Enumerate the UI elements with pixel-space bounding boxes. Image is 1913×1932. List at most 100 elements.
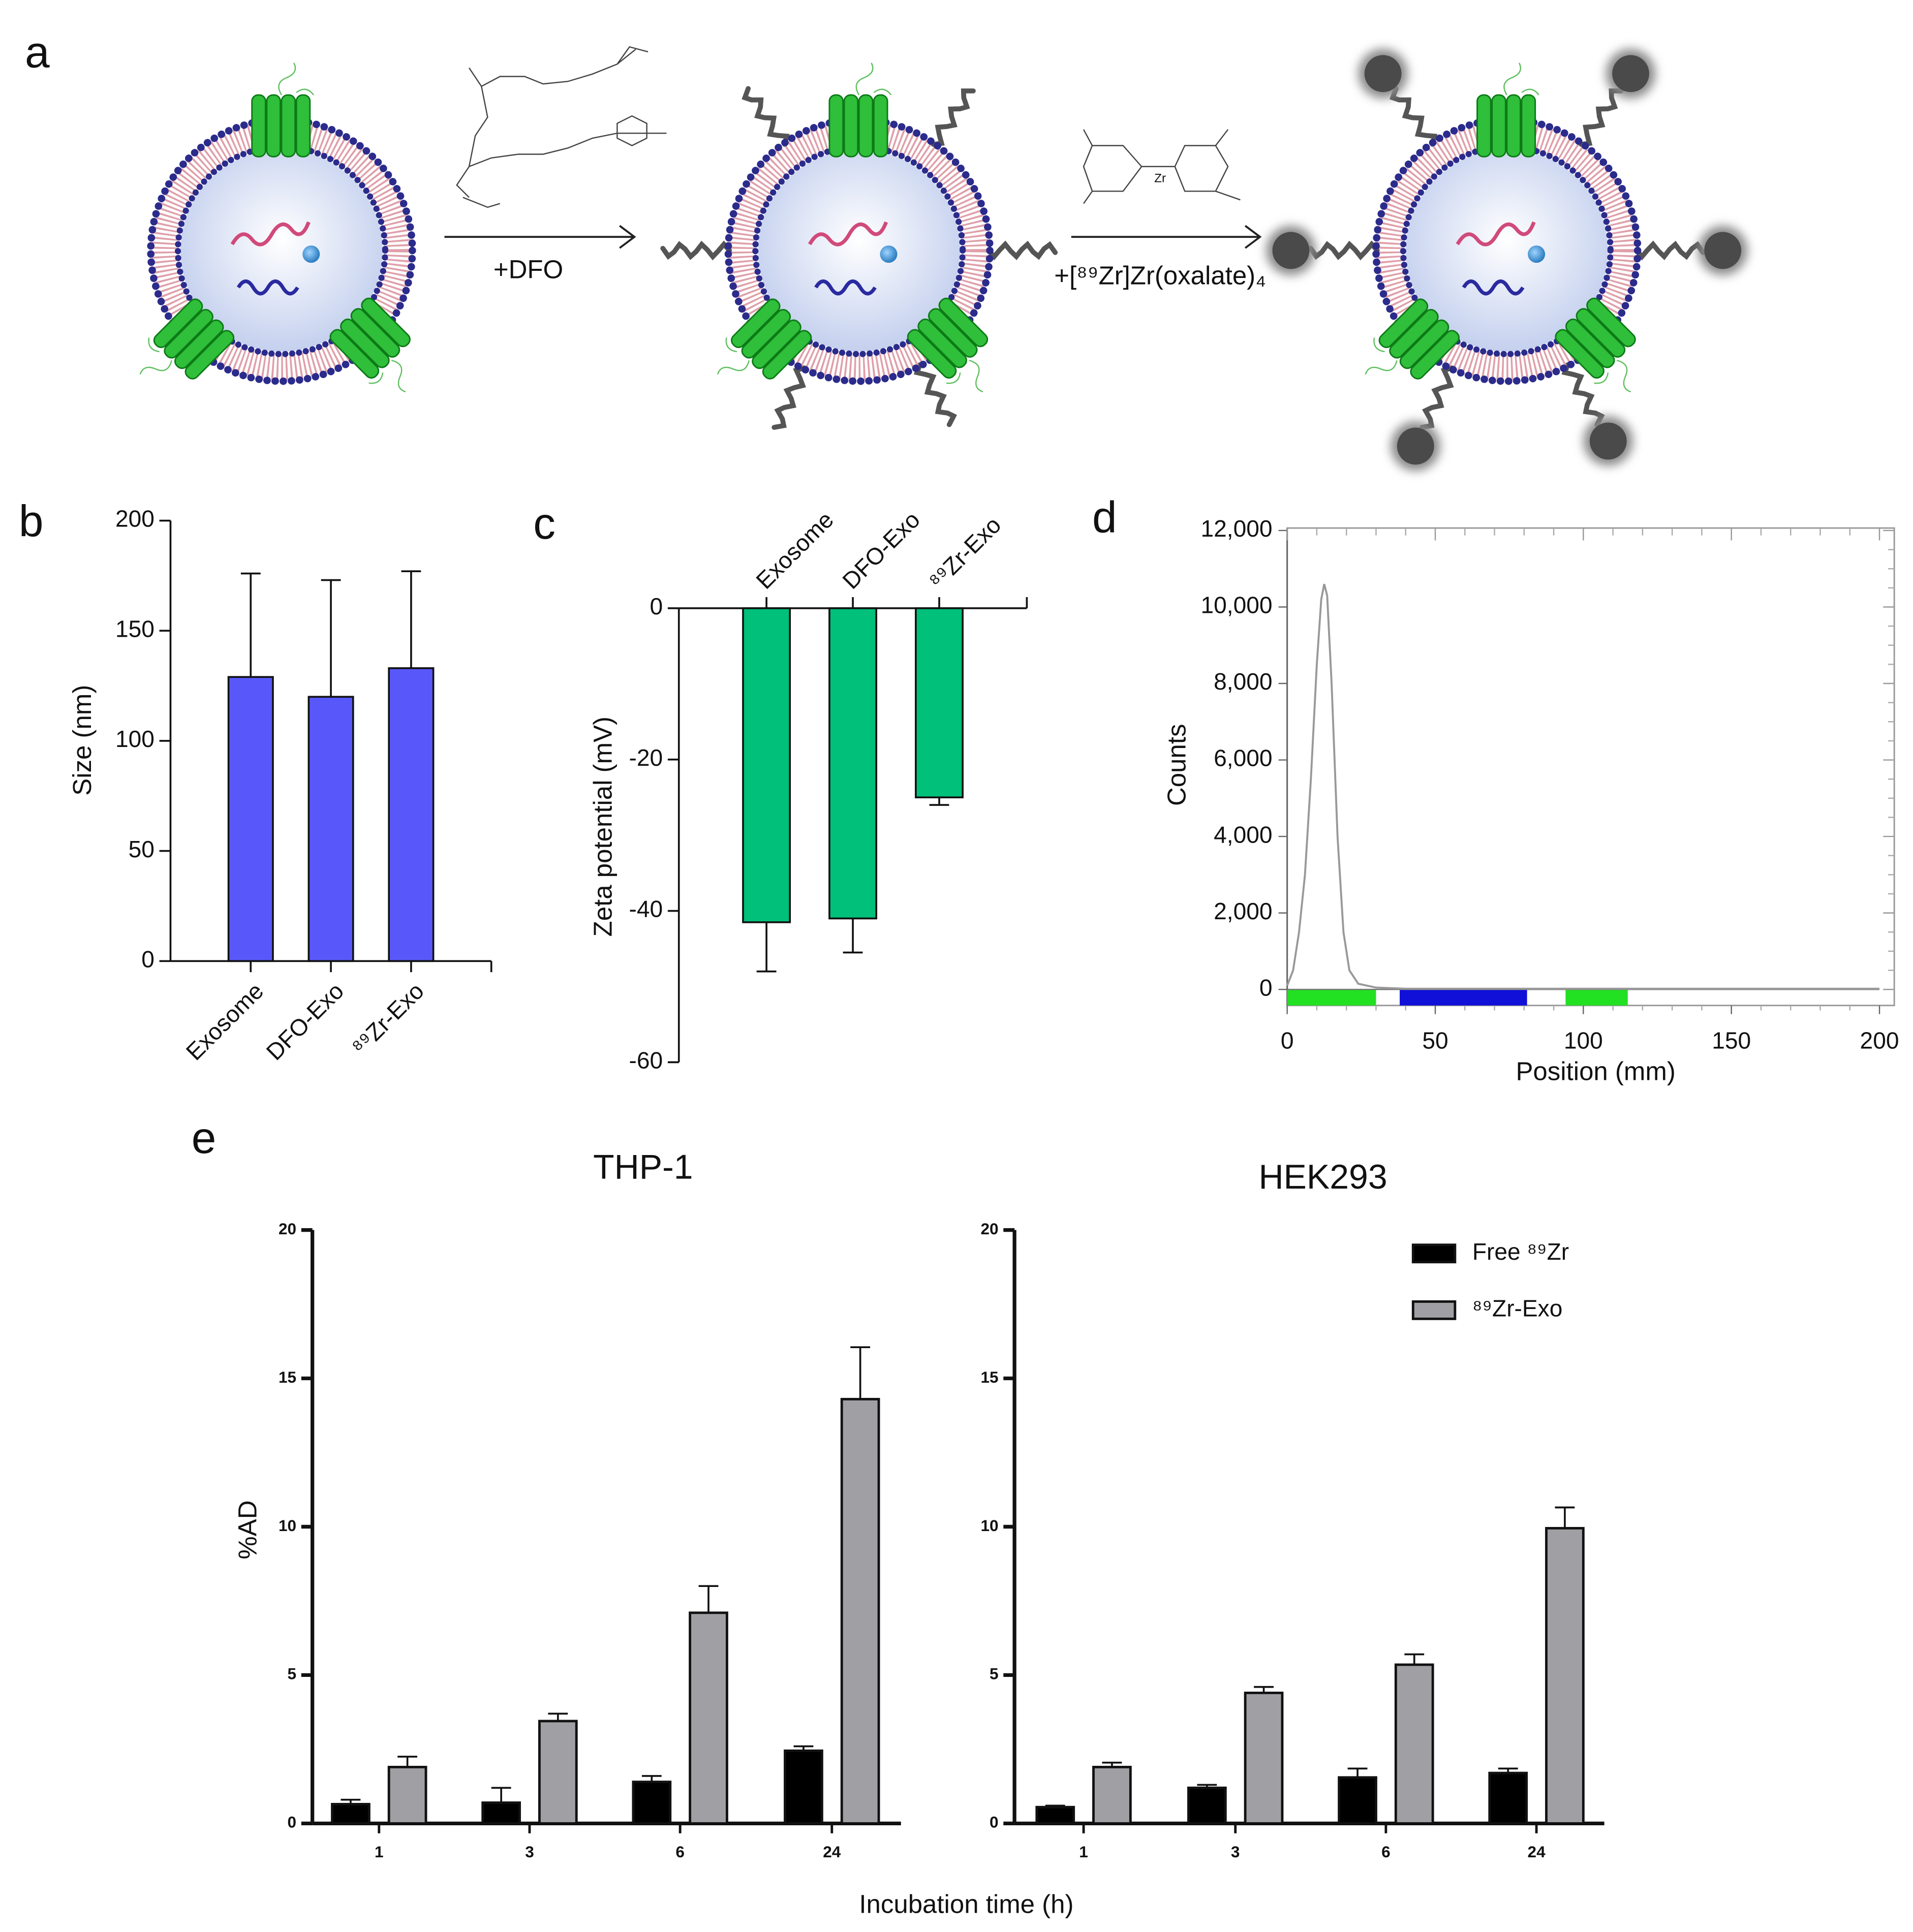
protein-helix [1399,319,1449,369]
x-tick-label: 6 [1381,1843,1391,1861]
protein-helix [184,330,235,380]
bar [1244,1692,1284,1825]
bar [387,1765,427,1825]
error-bar [321,579,341,697]
bar [1545,1526,1585,1825]
x-tick-label: 200 [1860,1027,1899,1054]
protein-helix [1491,94,1506,158]
x-tick-label: ⁸⁹Zr-Exo [347,978,429,1060]
error-bar [491,1787,511,1803]
legend-label: ⁸⁹Zr-Exo [1472,1295,1563,1322]
bar [538,1720,578,1825]
x-tick-label: 100 [1564,1027,1603,1054]
y-axis-title: Size (nm) [68,685,97,796]
x-tick-label: 3 [525,1843,534,1861]
y-tick-label: -40 [629,896,663,922]
membrane-protein [1365,298,1460,380]
y-tick-label: 10 [980,1516,998,1535]
bar [481,1801,521,1825]
protein-helix [843,94,859,158]
arrows [444,225,1262,249]
glycan [139,337,172,375]
linker [1419,365,1455,430]
error-bar [756,922,777,973]
x-tick-label: Exosome [751,506,839,594]
error-bar [698,1585,719,1613]
y-axis-title: Counts [1162,724,1191,806]
rna [1462,279,1525,296]
x-tick-label: Exosome [181,978,269,1066]
zr-atom [1364,55,1402,92]
x-tick-label: DFO-Exo [261,978,349,1066]
lumen [758,149,961,352]
y-axis-title: Zeta potential (mV) [589,716,618,937]
bar [632,1781,672,1825]
membrane [1377,120,1637,380]
linker [1308,240,1380,261]
protein-helix [1565,318,1615,368]
protein-helix [329,329,380,379]
particle [1528,245,1546,263]
y-tick-label: 0 [141,946,155,972]
protein-helix [917,318,967,368]
x-tick-label: 1 [375,1843,384,1861]
rna [1456,221,1536,246]
lumen [1405,149,1608,352]
error-bar [1347,1767,1368,1778]
legend-swatch [1411,1243,1457,1264]
protein-helix [295,94,311,158]
error-bar [1045,1804,1065,1808]
subplot-title: HEK293 [1258,1158,1387,1196]
error-bar [401,570,421,668]
glycan [946,359,983,393]
membrane [152,120,411,380]
membrane-protein [717,298,812,380]
glycan [1365,337,1398,375]
y-tick-label: 0 [288,1813,297,1831]
bar [1488,1771,1528,1825]
x-tick-label: 1 [1079,1843,1088,1861]
rna [236,279,299,296]
region [1287,989,1376,1006]
protein-helix [741,309,791,359]
protein-helix [1506,94,1521,158]
glycan [1594,359,1631,393]
zr-atom [1272,232,1310,269]
y-tick-label: 15 [980,1368,998,1386]
error-bar [1197,1784,1217,1788]
bar [331,1802,371,1825]
error-bar [1404,1653,1425,1665]
protein-helix [1576,308,1626,358]
error-bar [850,1346,871,1399]
y-tick-label: 10,000 [1200,592,1272,618]
protein-helix [251,94,266,158]
membrane [729,120,989,380]
linker [1633,240,1706,261]
y-tick-label: 8,000 [1214,668,1272,695]
y-tick-label: 0 [650,593,663,619]
zr-atom [1397,427,1434,465]
protein-helix [350,308,400,358]
membrane-protein [1476,63,1539,158]
x-tick-label: 150 [1712,1027,1751,1054]
protein-helix [153,298,203,348]
y-tick-label: 6,000 [1214,745,1272,771]
y-tick-label: 5 [288,1665,297,1683]
protein-helix [938,297,989,348]
rna [230,221,311,246]
linker [1579,88,1624,147]
membrane-protein [907,297,989,393]
protein-helix [266,94,281,158]
glycan [368,359,406,393]
y-tick-label: 15 [279,1368,296,1386]
y-tick-label: 20 [279,1220,296,1238]
linker [1561,362,1605,427]
x-tick-label: 24 [1528,1843,1546,1861]
legend-swatch [1411,1300,1457,1320]
rna [814,279,877,296]
error-bar [548,1712,568,1721]
y-tick-label: 0 [1259,974,1273,1001]
particle [302,245,320,263]
